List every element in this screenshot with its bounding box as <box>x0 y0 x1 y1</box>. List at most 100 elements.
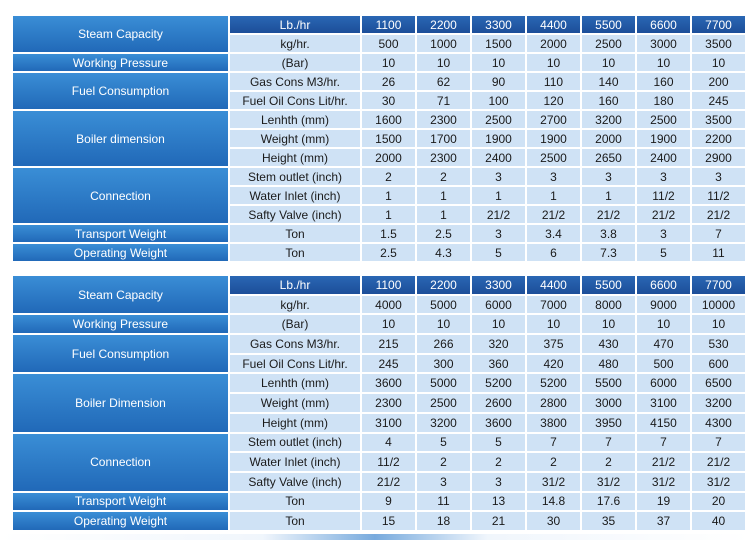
table-cell: 5500 <box>582 374 635 393</box>
table-cell: 245 <box>692 92 745 109</box>
group-label: Boiler dimension <box>13 111 228 166</box>
table-cell: 1 <box>527 187 580 204</box>
table-cell: 110 <box>527 73 580 90</box>
table-cell: 3200 <box>692 394 745 412</box>
table-cell: 26 <box>362 73 415 90</box>
row-unit-label: Stem outlet (inch) <box>230 168 360 185</box>
table-cell: 7000 <box>527 295 580 314</box>
table-cell: 11/2 <box>692 187 745 204</box>
row-unit-label: Ton <box>230 492 360 511</box>
row-unit-label: Lenhth (mm) <box>230 111 360 128</box>
table-cell: 10 <box>692 54 745 71</box>
table-cell: 8000 <box>582 295 635 314</box>
header-capacity-value: 2200 <box>417 276 470 294</box>
table-cell: 3.8 <box>582 225 635 242</box>
table-cell: 5000 <box>417 374 470 393</box>
table-cell: 3 <box>637 225 690 242</box>
table-cell: 2 <box>417 453 470 471</box>
header-unit: Lb./hr <box>230 16 360 33</box>
row-unit-label: Safty Valve (inch) <box>230 472 360 491</box>
table-cell: 3200 <box>417 413 470 432</box>
group-label: Connection <box>13 168 228 223</box>
table-cell: 2300 <box>417 149 470 166</box>
table-cell: 21/2 <box>527 206 580 223</box>
table-cell: 3 <box>472 225 525 242</box>
table-cell: 6000 <box>472 295 525 314</box>
table-cell: 11/2 <box>362 453 415 471</box>
header-capacity-value: 6600 <box>637 276 690 294</box>
row-unit-label: (Bar) <box>230 315 360 334</box>
table-cell: 2500 <box>472 111 525 128</box>
row-unit-label: Weight (mm) <box>230 394 360 412</box>
header-capacity-value: 1100 <box>362 276 415 294</box>
table-cell: 9 <box>362 492 415 511</box>
row-unit-label: Safty Valve (inch) <box>230 206 360 223</box>
table-cell: 3 <box>692 168 745 185</box>
table-cell: 21 <box>472 512 525 530</box>
table-cell: 21/2 <box>637 206 690 223</box>
header-capacity-value: 1100 <box>362 16 415 33</box>
group-label: Boiler Dimension <box>13 374 228 432</box>
table-cell: 9000 <box>637 295 690 314</box>
table-cell: 1900 <box>637 130 690 147</box>
table-cell: 5200 <box>472 374 525 393</box>
table-cell: 1700 <box>417 130 470 147</box>
row-unit-label: Gas Cons M3/hr. <box>230 335 360 353</box>
table-cell: 21/2 <box>692 453 745 471</box>
row-unit-label: Water Inlet (inch) <box>230 453 360 471</box>
table-cell: 30 <box>527 512 580 530</box>
table-cell: 375 <box>527 335 580 353</box>
group-label: Transport Weight <box>13 492 228 511</box>
table-cell: 10 <box>417 54 470 71</box>
table-cell: 3500 <box>692 111 745 128</box>
table-cell: 7 <box>582 433 635 452</box>
header-capacity-value: 6600 <box>637 16 690 33</box>
table-cell: 3 <box>527 168 580 185</box>
table-cell: 1 <box>417 206 470 223</box>
group-label: Working Pressure <box>13 315 228 334</box>
row-unit-label: Lenhth (mm) <box>230 374 360 393</box>
table-cell: 18 <box>417 512 470 530</box>
table-cell: 10 <box>472 54 525 71</box>
table-cell: 215 <box>362 335 415 353</box>
header-capacity-value: 4400 <box>527 16 580 33</box>
table-cell: 1000 <box>417 35 470 52</box>
table-cell: 11 <box>692 244 745 261</box>
header-capacity-value: 4400 <box>527 276 580 294</box>
table-cell: 10000 <box>692 295 745 314</box>
table-cell: 1 <box>417 187 470 204</box>
table-cell: 2000 <box>582 130 635 147</box>
table-cell: 3 <box>417 472 470 491</box>
footer-decoration <box>0 534 750 540</box>
table-cell: 3000 <box>637 35 690 52</box>
table-cell: 2.5 <box>417 225 470 242</box>
table-cell: 160 <box>582 92 635 109</box>
table-cell: 10 <box>527 315 580 334</box>
table-cell: 1900 <box>527 130 580 147</box>
table-cell: 1 <box>472 187 525 204</box>
table-cell: 500 <box>637 354 690 373</box>
table-cell: 31/2 <box>527 472 580 491</box>
table-cell: 3500 <box>692 35 745 52</box>
row-unit-label: (Bar) <box>230 54 360 71</box>
table-cell: 2000 <box>527 35 580 52</box>
table-cell: 37 <box>637 512 690 530</box>
table-cell: 31/2 <box>637 472 690 491</box>
table-cell: 4300 <box>692 413 745 432</box>
table-cell: 10 <box>582 315 635 334</box>
group-label: Operating Weight <box>13 512 228 530</box>
table-cell: 10 <box>692 315 745 334</box>
header-capacity-value: 2200 <box>417 16 470 33</box>
table-cell: 2 <box>417 168 470 185</box>
row-unit-label: Fuel Oil Cons Lit/hr. <box>230 92 360 109</box>
table-cell: 11 <box>417 492 470 511</box>
table-cell: 10 <box>417 315 470 334</box>
group-label: Connection <box>13 433 228 491</box>
table-cell: 2 <box>472 453 525 471</box>
table-cell: 3950 <box>582 413 635 432</box>
spec-table-1: Steam Capacity Lb./hr 1100 2200 3300 4400 5500… <box>13 16 747 261</box>
table-cell: 2300 <box>362 394 415 412</box>
table-cell: 1600 <box>362 111 415 128</box>
table-cell: 10 <box>362 54 415 71</box>
table-cell: 6000 <box>637 374 690 393</box>
